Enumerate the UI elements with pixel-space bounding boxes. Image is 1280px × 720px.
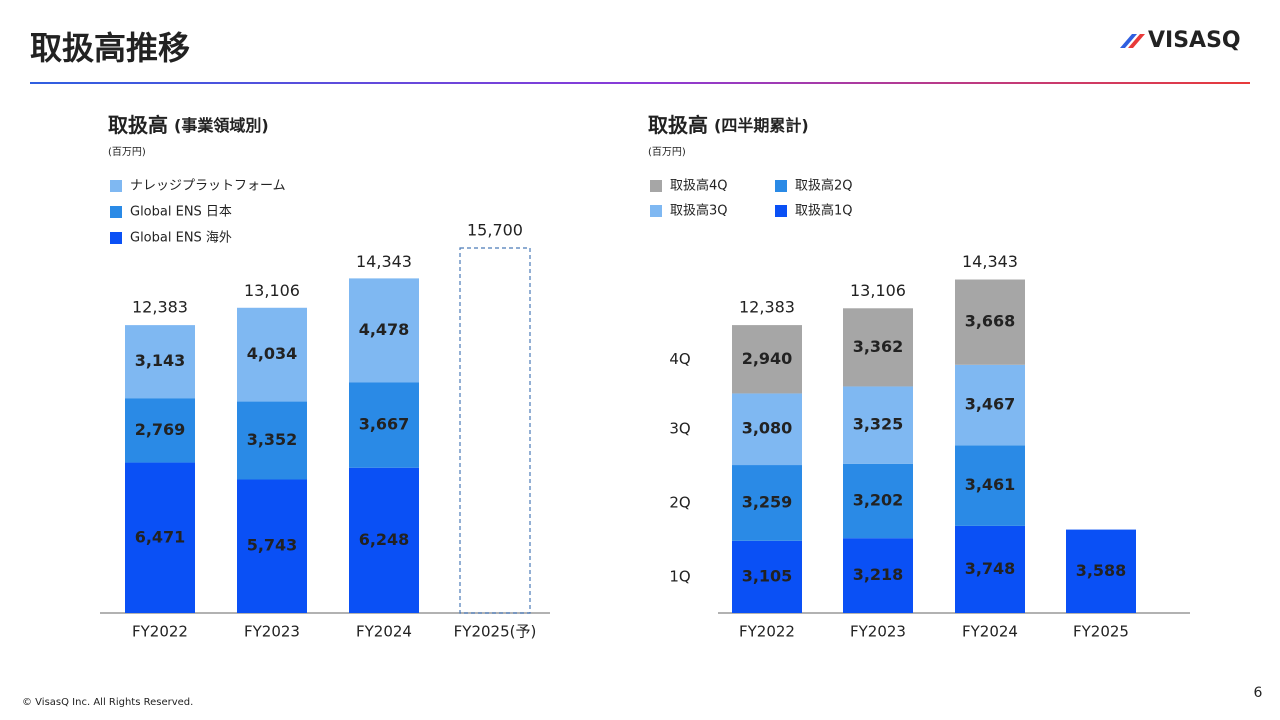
- logo-text: VISASQ: [1148, 28, 1241, 53]
- legend-label: 取扱高1Q: [795, 203, 853, 219]
- forecast-outline: [459, 247, 531, 614]
- bar-segment: [125, 462, 195, 613]
- bar-segment: [125, 398, 195, 463]
- bar-segment: [732, 393, 802, 466]
- legend-swatch: [110, 232, 122, 244]
- bar-segment: [843, 386, 913, 464]
- x-tick-label: FY2025(予): [454, 623, 537, 641]
- bar-segment: [955, 525, 1025, 613]
- legend-swatch: [110, 180, 122, 192]
- unit-label: (百万円): [648, 146, 686, 158]
- value-label: 3,461: [965, 475, 1016, 494]
- total-label: 15,700: [467, 221, 523, 240]
- row-label: 2Q: [669, 493, 690, 511]
- value-label: 3,362: [853, 337, 904, 356]
- bar-segment: [955, 445, 1025, 526]
- value-label: 3,588: [1076, 561, 1127, 580]
- page-number: 6: [1254, 685, 1263, 701]
- value-label: 4,034: [247, 344, 298, 363]
- x-tick-label: FY2023: [850, 623, 906, 641]
- value-label: 3,352: [247, 430, 298, 449]
- value-label: 6,248: [359, 530, 410, 549]
- legend-label: Global ENS 海外: [130, 231, 232, 246]
- chart-title-main: 取扱高: [108, 113, 168, 137]
- bar-segment: [732, 325, 802, 394]
- total-label: 13,106: [850, 281, 906, 300]
- chart-title-note: (四半期累計): [714, 116, 809, 135]
- chart-title: 取扱高 (事業領域別): [108, 113, 269, 137]
- bar-segment: [843, 308, 913, 387]
- chart-title-main: 取扱高: [648, 113, 708, 137]
- legend-label: Global ENS 日本: [130, 205, 232, 220]
- bar-segment: [1066, 529, 1136, 613]
- total-label: 13,106: [244, 281, 300, 300]
- x-tick-label: FY2022: [132, 623, 188, 641]
- value-label: 3,105: [742, 566, 793, 585]
- bar-segment: [237, 307, 307, 402]
- legend-label: ナレッジプラットフォーム: [130, 179, 286, 194]
- value-label: 3,143: [135, 351, 186, 370]
- slide-title: 取扱高推移: [30, 29, 190, 67]
- value-label: 2,769: [135, 420, 186, 439]
- legend-label: 取扱高2Q: [795, 178, 853, 194]
- total-label: 12,383: [739, 298, 795, 317]
- legend-swatch: [775, 205, 787, 217]
- bar-segment: [349, 382, 419, 468]
- bar-segment: [955, 279, 1025, 365]
- value-label: 3,202: [853, 490, 904, 509]
- chart-title: 取扱高 (四半期累計): [648, 113, 809, 137]
- value-label: 6,471: [135, 527, 186, 546]
- value-label: 3,325: [853, 415, 904, 434]
- x-tick-label: FY2023: [244, 623, 300, 641]
- chart-title-note: (事業領域別): [174, 116, 269, 135]
- value-label: 3,748: [965, 559, 1016, 578]
- legend-swatch: [650, 180, 662, 192]
- bar-segment: [125, 325, 195, 399]
- x-tick-label: FY2024: [356, 623, 412, 641]
- value-label: 3,668: [965, 312, 1016, 331]
- value-label: 3,259: [742, 492, 793, 511]
- bar-segment: [955, 364, 1025, 446]
- value-label: 2,940: [742, 349, 793, 368]
- value-label: 3,467: [965, 395, 1016, 414]
- legend-swatch: [775, 180, 787, 192]
- bar-segment: [732, 465, 802, 541]
- legend-label: 取扱高4Q: [670, 178, 728, 194]
- bar-segment: [843, 463, 913, 539]
- value-label: 3,080: [742, 419, 793, 438]
- bar-segment: [732, 540, 802, 613]
- logo-mark: [1120, 34, 1145, 48]
- value-label: 4,478: [359, 320, 410, 339]
- bar-segment: [843, 538, 913, 613]
- bar-segment: [237, 401, 307, 480]
- value-label: 5,743: [247, 536, 298, 555]
- row-label: 1Q: [669, 567, 690, 585]
- footer: © VisasQ Inc. All Rights Reserved.: [22, 697, 193, 708]
- total-label: 14,343: [962, 252, 1018, 271]
- x-tick-label: FY2024: [962, 623, 1018, 641]
- bar-segment: [237, 479, 307, 613]
- legend-label: 取扱高3Q: [670, 203, 728, 219]
- value-label: 3,218: [853, 565, 904, 584]
- bar-segment: [349, 467, 419, 613]
- total-label: 12,383: [132, 298, 188, 317]
- unit-label: (百万円): [108, 146, 146, 158]
- legend-swatch: [110, 206, 122, 218]
- row-label: 3Q: [669, 420, 690, 438]
- x-tick-label: FY2022: [739, 623, 795, 641]
- bar-segment: [349, 278, 419, 383]
- x-tick-label: FY2025: [1073, 623, 1129, 641]
- total-label: 14,343: [356, 252, 412, 271]
- row-label: 4Q: [669, 350, 690, 368]
- legend-swatch: [650, 205, 662, 217]
- header-rule: [30, 82, 1250, 84]
- value-label: 3,667: [359, 415, 410, 434]
